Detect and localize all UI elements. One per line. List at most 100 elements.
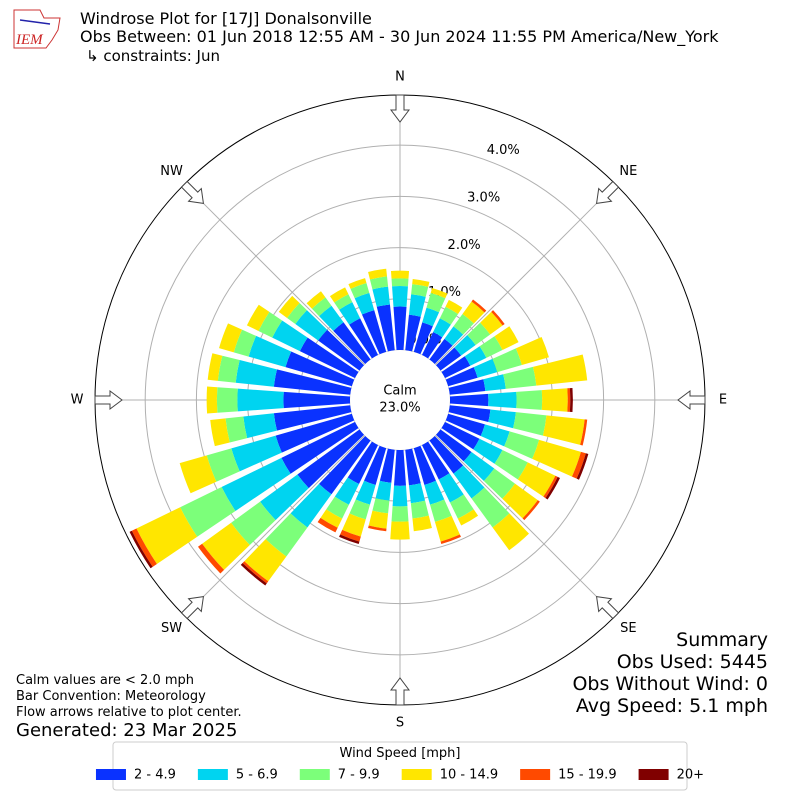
bar-segment bbox=[329, 287, 349, 303]
bar-segment bbox=[449, 494, 474, 519]
bar-segment bbox=[349, 499, 370, 520]
calm-label: Calm bbox=[383, 384, 416, 399]
compass-label: E bbox=[719, 393, 727, 408]
bar-segment bbox=[448, 405, 491, 423]
flow-arrow-shape bbox=[94, 390, 123, 410]
legend-swatch bbox=[299, 769, 330, 780]
bar-segment bbox=[339, 302, 361, 325]
flow-arrow-shape bbox=[595, 595, 620, 620]
bar-segment bbox=[131, 528, 157, 567]
bar-segment bbox=[421, 332, 443, 359]
bar-segment bbox=[569, 387, 573, 413]
bar-segment bbox=[453, 313, 474, 335]
chart-title: Windrose Plot for [17J] Donalsonville bbox=[80, 9, 372, 28]
bar-segment bbox=[369, 276, 389, 290]
logo-text: IEM bbox=[15, 32, 44, 48]
grid-ring bbox=[144, 144, 656, 656]
bar-segment bbox=[412, 515, 432, 532]
bar-segment bbox=[319, 435, 371, 495]
bar-segment bbox=[318, 329, 365, 371]
bar-segment bbox=[231, 501, 276, 545]
legend-swatch bbox=[95, 769, 126, 780]
bar-segment bbox=[237, 388, 284, 412]
bar-segment bbox=[473, 438, 503, 464]
flow-arrow bbox=[595, 595, 620, 620]
bar-segment bbox=[231, 435, 282, 472]
spoke bbox=[435, 183, 617, 365]
bar-segment bbox=[258, 311, 283, 338]
bar-segment bbox=[492, 348, 522, 373]
bar-segment bbox=[576, 453, 589, 480]
bar-segment bbox=[197, 543, 225, 574]
bar-segment bbox=[278, 295, 300, 318]
bar-segment bbox=[306, 291, 326, 309]
flow-arrow-shape bbox=[595, 180, 620, 205]
bar-segment bbox=[221, 457, 291, 511]
bar-segment bbox=[488, 391, 517, 409]
bar-segment bbox=[480, 311, 503, 335]
bar-segment bbox=[412, 278, 430, 287]
bar-segment bbox=[246, 304, 270, 331]
bar-segment bbox=[272, 320, 308, 352]
bar-segment bbox=[483, 468, 516, 499]
bar-segment bbox=[464, 346, 487, 366]
bar-segment bbox=[368, 525, 387, 532]
bar-segment bbox=[283, 391, 351, 409]
bar-segment bbox=[243, 413, 277, 439]
bar-segment bbox=[480, 424, 510, 447]
bar-segment bbox=[541, 388, 568, 412]
bar-segment bbox=[368, 268, 388, 280]
bar-segment bbox=[372, 286, 390, 307]
bar-segment bbox=[413, 445, 436, 485]
flow-arrow-shape bbox=[180, 595, 205, 620]
bar-segment bbox=[391, 278, 409, 287]
bar-segment bbox=[393, 306, 407, 351]
r-tick-label: 3.0% bbox=[467, 191, 500, 206]
bar-segment bbox=[390, 270, 410, 279]
bar-segment bbox=[320, 509, 343, 528]
compass-label: NW bbox=[160, 164, 183, 179]
bar-segment bbox=[207, 353, 223, 381]
generated: Generated: 23 Mar 2025 bbox=[16, 720, 237, 741]
plot-area: 0.0%1.0%2.0%3.0%4.0%Calm23.0%NNEESESSWWN… bbox=[71, 70, 728, 731]
bar-segment bbox=[368, 510, 389, 529]
logo: IEM bbox=[13, 9, 61, 49]
bar-segment bbox=[390, 521, 410, 540]
bar-segment bbox=[217, 355, 240, 383]
bar-segment bbox=[244, 539, 287, 582]
summary-line: Summary bbox=[676, 629, 768, 651]
spoke bbox=[435, 435, 617, 617]
bar-segment bbox=[392, 485, 408, 507]
constraints: ↳ constraints: Jun bbox=[86, 47, 220, 65]
bar-segment bbox=[479, 336, 503, 358]
bar-segment bbox=[462, 301, 485, 324]
bar-segment bbox=[334, 477, 360, 505]
bar-segment bbox=[504, 431, 540, 459]
bar-segment bbox=[435, 429, 472, 462]
legend: Wind Speed [mph] 2 - 4.9 5 - 6.9 7 - 9.9 10… bbox=[95, 741, 704, 791]
bar-segment bbox=[311, 297, 332, 317]
legend-swatch bbox=[197, 769, 228, 780]
bar-segment bbox=[491, 310, 505, 326]
bar-segment bbox=[265, 513, 308, 557]
legend-swatch bbox=[638, 769, 669, 780]
bar-segment bbox=[290, 483, 332, 528]
legend-label: 15 - 19.9 bbox=[558, 768, 616, 783]
bar-segment bbox=[457, 509, 479, 526]
bar-segment bbox=[567, 388, 571, 412]
bar-segment bbox=[260, 474, 309, 521]
bar-segment bbox=[281, 421, 359, 474]
bar-segment bbox=[463, 451, 495, 481]
flow-arrow bbox=[595, 180, 620, 205]
summary-line: Obs Used: 5445 bbox=[617, 651, 768, 673]
grid-ring bbox=[195, 195, 605, 605]
bar-segment bbox=[405, 314, 421, 352]
bar-segment bbox=[426, 292, 446, 313]
bar-segment bbox=[375, 480, 392, 501]
bar-segment bbox=[445, 413, 485, 436]
bar-segment bbox=[376, 304, 395, 352]
bar-segment bbox=[473, 358, 498, 378]
bar-segment bbox=[471, 299, 487, 313]
bar-segment bbox=[438, 473, 464, 503]
